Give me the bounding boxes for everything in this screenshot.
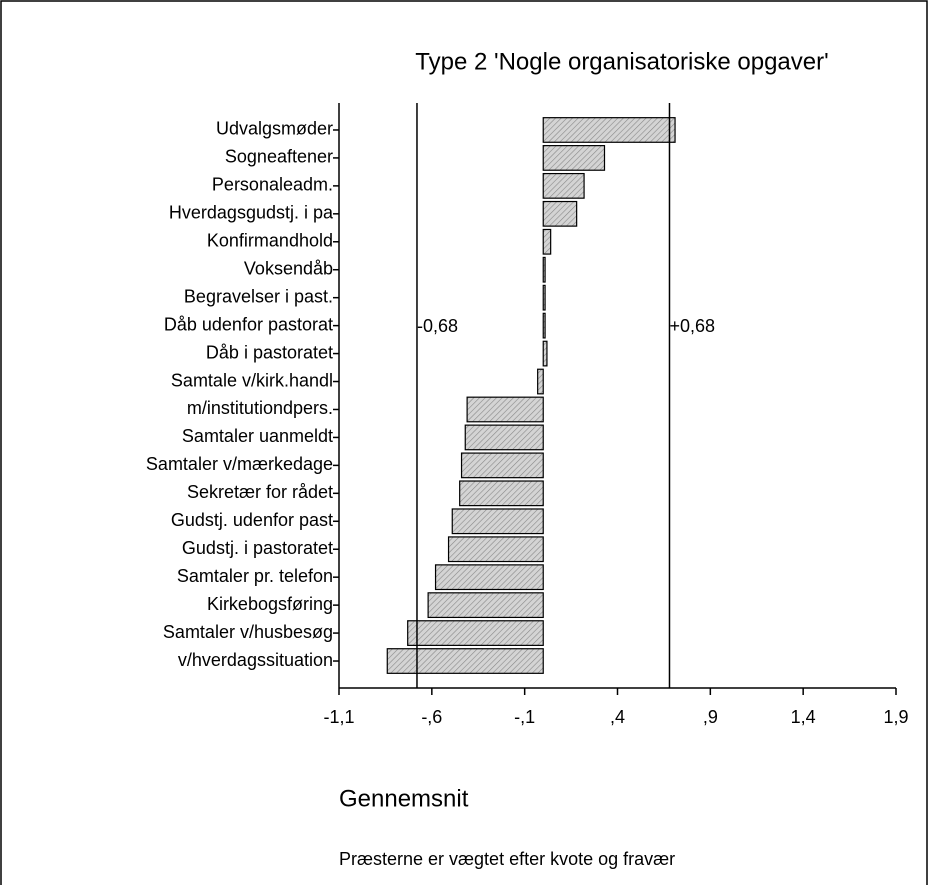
bar <box>466 396 544 423</box>
bar <box>542 117 676 143</box>
bar <box>459 480 544 507</box>
x-tick-label: 1,4 <box>791 707 816 727</box>
y-tick-label: Dåb i pastoratet <box>206 342 333 362</box>
reference-label: +0,68 <box>669 316 715 336</box>
bar <box>542 340 548 367</box>
y-tick-label: Dåb udenfor pastorat <box>164 314 333 334</box>
bar <box>542 284 546 311</box>
bar <box>464 424 544 451</box>
bar <box>542 145 606 171</box>
y-tick-label: Samtaler pr. telefon <box>177 566 333 586</box>
y-tick-label: Samtaler uanmeldt <box>182 426 333 446</box>
y-tick-label: Gudstj. udenfor past <box>171 510 333 530</box>
bar <box>407 620 544 646</box>
bar <box>451 508 544 535</box>
bar <box>542 256 546 283</box>
y-tick-label: v/hverdagssituation <box>178 650 333 670</box>
y-tick-label: Konfirmandhold <box>207 231 333 251</box>
chart-title: Type 2 'Nogle organisatoriske opgaver' <box>415 48 828 75</box>
bar <box>447 536 544 563</box>
y-tick-label: Gudstj. i pastoratet <box>182 538 333 558</box>
y-tick-label: Sekretær for rådet <box>187 482 333 502</box>
y-tick-label: Sogneaftener <box>225 147 333 167</box>
y-tick-label: Samtaler v/husbesøg <box>163 622 333 642</box>
y-tick-label: Udvalgsmøder <box>216 119 333 139</box>
bar <box>386 648 544 674</box>
bar <box>427 592 544 619</box>
x-tick-label: ,4 <box>610 707 625 727</box>
y-tick-label: Begravelser i past. <box>184 286 333 306</box>
y-tick-label: m/institutiondpers. <box>187 398 333 418</box>
y-tick-label: Personaleadm. <box>212 175 333 195</box>
y-tick-label: Samtaler v/mærkedage <box>146 454 333 474</box>
reference-label: -0,68 <box>417 316 458 336</box>
y-tick-label: Samtale v/kirk.handl <box>171 370 333 390</box>
note: Præsterne er vægtet efter kvote og fravæ… <box>339 849 675 869</box>
x-axis-label: Gennemsnit <box>339 785 469 812</box>
bar <box>542 312 546 339</box>
bar <box>537 368 544 395</box>
x-tick-label: -,1 <box>514 707 535 727</box>
x-tick-label: -,6 <box>421 707 442 727</box>
bar <box>434 564 544 591</box>
bar <box>542 172 585 199</box>
x-tick-label: 1,9 <box>883 707 908 727</box>
y-tick-label: Voksendåb <box>244 258 333 278</box>
bar <box>542 228 552 255</box>
bar <box>460 452 544 479</box>
x-tick-label: -1,1 <box>323 707 354 727</box>
y-tick-label: Kirkebogsføring <box>207 594 333 614</box>
y-tick-label: Hverdagsgudstj. i pa <box>169 203 334 223</box>
bar <box>542 200 578 227</box>
x-tick-label: ,9 <box>703 707 718 727</box>
